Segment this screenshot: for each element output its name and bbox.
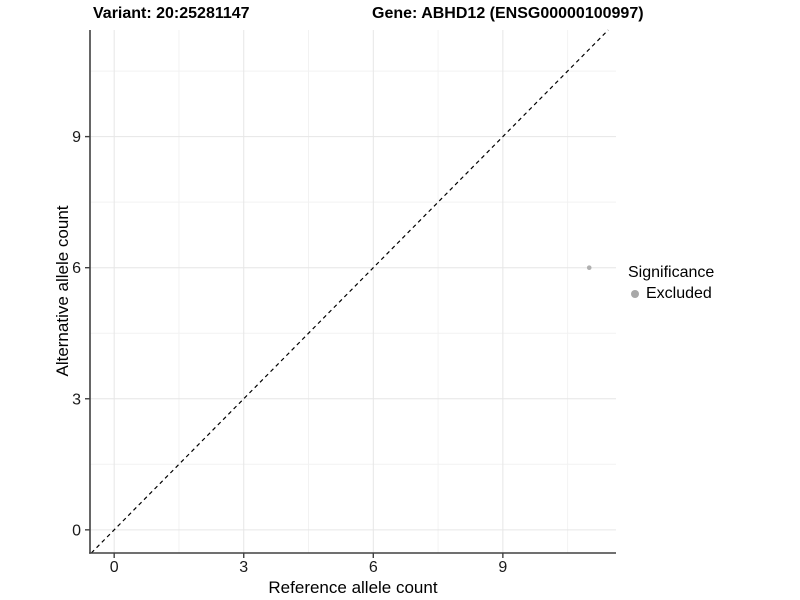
x-tick-label: 9 — [498, 559, 507, 576]
y-tick-label: 3 — [72, 391, 81, 408]
identity-dashed-line — [90, 29, 609, 554]
excluded-point-icon — [631, 290, 639, 298]
x-tick-label: 0 — [110, 559, 119, 576]
y-tick-label: 0 — [72, 522, 81, 539]
x-axis-label: Reference allele count — [268, 578, 438, 597]
x-tick-label: 3 — [239, 559, 248, 576]
y-tick-label: 6 — [72, 260, 81, 277]
data-point — [586, 265, 592, 270]
y-tick-label: 9 — [72, 129, 81, 146]
legend: Significance Excluded — [628, 264, 714, 303]
x-tick-label: 6 — [369, 559, 378, 576]
legend-title: Significance — [628, 264, 715, 281]
legend-item-label: Excluded — [646, 285, 712, 302]
legend-item-excluded: Excluded — [628, 285, 714, 303]
plot-title-variant: Variant: 20:25281147 — [93, 5, 250, 22]
plot-title-gene: Gene: ABHD12 (ENSG00000100997) — [372, 5, 644, 22]
y-axis-label: Alternative allele count — [53, 205, 72, 377]
